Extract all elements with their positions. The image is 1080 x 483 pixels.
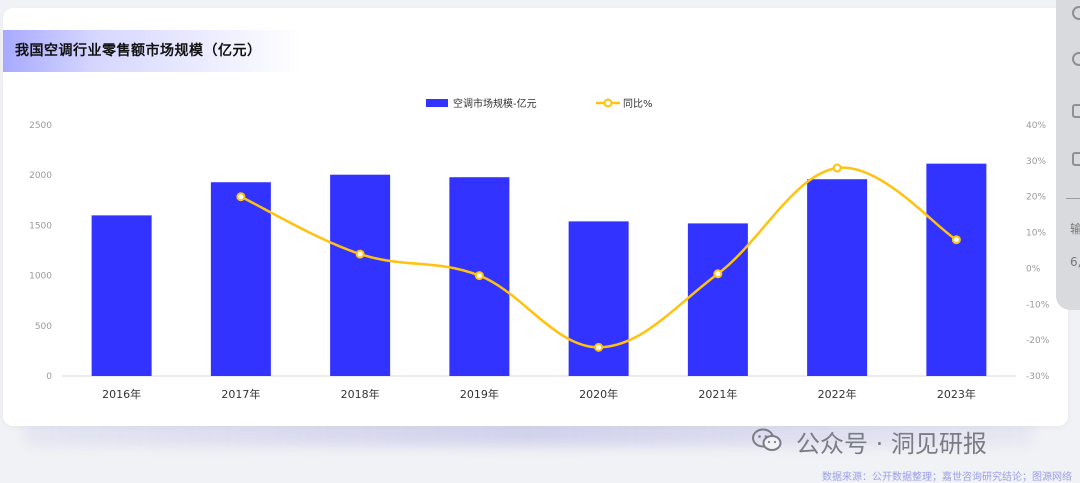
x-tick-label: 2018年 bbox=[341, 387, 380, 401]
y-left-tick-label: 0 bbox=[46, 372, 52, 382]
legend-bar-label: 空调市场规模-亿元 bbox=[453, 97, 537, 110]
y-right-tick-label: -10% bbox=[1026, 300, 1050, 310]
watermark-text: 公众号 · 洞见研报 bbox=[796, 430, 987, 458]
bar bbox=[210, 182, 271, 376]
y-right-tick-label: 0% bbox=[1026, 264, 1041, 274]
legend-bar-swatch bbox=[426, 99, 448, 107]
y-right-tick-label: -20% bbox=[1026, 336, 1050, 346]
yoy-point bbox=[713, 269, 723, 279]
side-panel bbox=[1056, 0, 1080, 310]
copy-icon[interactable] bbox=[1072, 152, 1080, 166]
y-left-tick-label: 1500 bbox=[29, 221, 52, 231]
side-panel-text-2: 6, bbox=[1070, 255, 1080, 269]
chart-card: 我国空调行业零售额市场规模（亿元） bbox=[3, 8, 1068, 426]
yoy-point bbox=[832, 163, 842, 173]
yoy-point bbox=[951, 235, 961, 245]
x-tick-label: 2020年 bbox=[579, 387, 618, 401]
x-tick-label: 2022年 bbox=[818, 387, 857, 401]
y-left-tick-label: 500 bbox=[35, 322, 52, 332]
y-left-tick-label: 1000 bbox=[29, 272, 52, 282]
x-tick-label: 2019年 bbox=[460, 387, 499, 401]
source-note: 数据来源：公开数据整理；嘉世咨询研究结论；图源网络 bbox=[822, 472, 1072, 483]
y-right-tick-label: 40% bbox=[1026, 121, 1046, 131]
bar bbox=[91, 215, 152, 376]
y-right-tick-label: 10% bbox=[1026, 229, 1046, 239]
wechat-icon bbox=[752, 428, 782, 451]
x-tick-label: 2016年 bbox=[102, 387, 141, 401]
share-icon[interactable] bbox=[1072, 104, 1080, 118]
x-tick-label: 2021年 bbox=[698, 387, 737, 401]
bar bbox=[330, 174, 391, 376]
yoy-point bbox=[355, 249, 365, 259]
yoy-point bbox=[236, 192, 246, 202]
yoy-point bbox=[594, 342, 604, 352]
yoy-point bbox=[474, 271, 484, 281]
refresh-icon[interactable] bbox=[1072, 6, 1080, 20]
x-tick-label: 2017年 bbox=[221, 387, 260, 401]
side-panel-text-1: 输 bbox=[1070, 222, 1080, 236]
bar bbox=[926, 163, 987, 376]
side-panel-divider bbox=[1066, 198, 1080, 199]
y-right-tick-label: -30% bbox=[1026, 372, 1050, 382]
bar bbox=[687, 223, 748, 376]
bar bbox=[807, 179, 868, 376]
bar bbox=[568, 221, 629, 376]
legend-line-label: 同比% bbox=[623, 98, 653, 110]
x-tick-label: 2023年 bbox=[937, 387, 976, 401]
y-right-tick-label: 30% bbox=[1026, 157, 1046, 167]
y-left-tick-label: 2500 bbox=[29, 121, 52, 131]
legend-line-marker bbox=[603, 98, 613, 108]
title-bar bbox=[3, 30, 303, 72]
info-icon[interactable] bbox=[1072, 52, 1080, 66]
y-right-tick-label: 20% bbox=[1026, 193, 1046, 203]
chart-title: 我国空调行业零售额市场规模（亿元） bbox=[15, 43, 262, 59]
y-left-tick-label: 2000 bbox=[29, 171, 52, 181]
